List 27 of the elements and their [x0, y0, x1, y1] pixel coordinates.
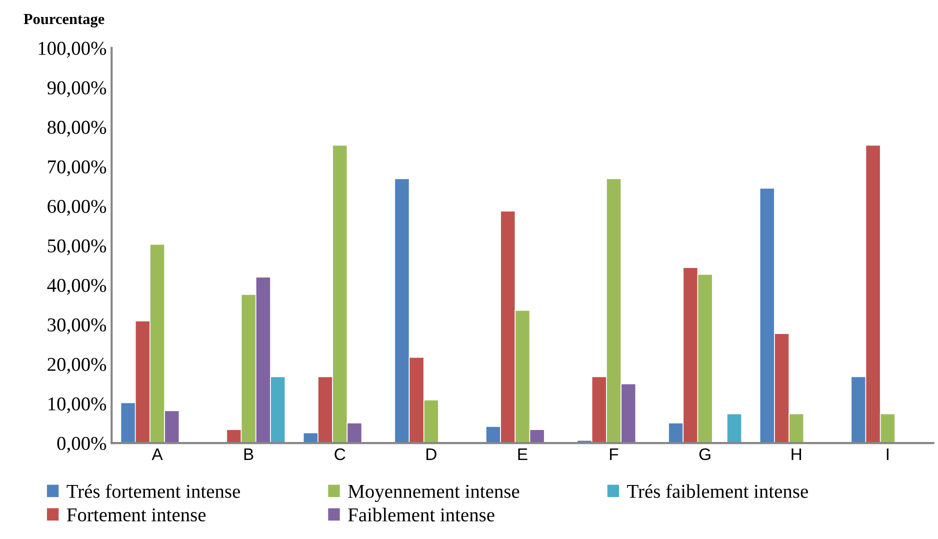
y-tick-label: 60,00% — [48, 200, 106, 216]
bar — [726, 413, 742, 444]
y-axis-title: Pourcentage — [24, 14, 104, 28]
y-tick-label: 30,00% — [48, 318, 106, 334]
x-tick-label: A — [152, 448, 163, 460]
y-tick-label: 50,00% — [48, 239, 106, 256]
x-tick-label: G — [699, 448, 710, 460]
y-tick-label: 100,00% — [38, 42, 106, 58]
y-tick-label: 80,00% — [48, 120, 106, 137]
legend-label: Faiblement intense — [348, 508, 494, 522]
y-tick-label: 0,00% — [57, 436, 106, 453]
x-tick-label: F — [610, 448, 618, 460]
legend-label: Moyennement intense — [348, 484, 520, 502]
x-tick-label: E — [518, 448, 528, 460]
legend-label: Trés fortement intense — [66, 484, 240, 498]
x-tick-label: B — [244, 448, 254, 460]
y-tick-label: 40,00% — [47, 278, 106, 295]
x-tick-label: H — [792, 448, 802, 460]
legend-label: Trés faiblement intense — [627, 484, 808, 498]
x-tick-label: D — [426, 448, 436, 460]
legend-label: Fortement intense — [66, 508, 206, 522]
x-tick-label: I — [886, 448, 888, 460]
x-tick-label: C — [334, 448, 346, 460]
y-tick-label: 90,00% — [47, 81, 106, 98]
y-tick-label: 20,00% — [48, 358, 106, 374]
y-tick-label: 10,00% — [48, 397, 106, 414]
y-tick-label: 70,00% — [48, 160, 106, 176]
